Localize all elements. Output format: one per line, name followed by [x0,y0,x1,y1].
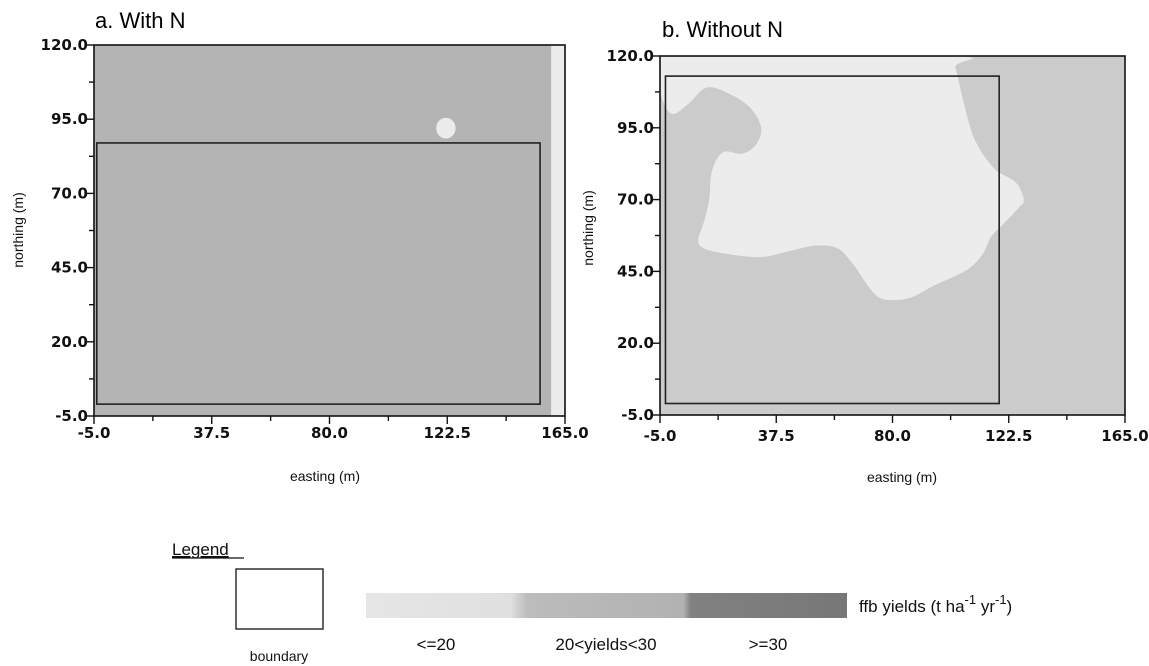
region-spot [436,117,456,139]
x-tick-label: 122.5 [424,424,471,442]
x-tick-label: 80.0 [874,427,911,445]
legend-colorbar [366,593,847,618]
panel-a-ticks [86,44,566,424]
region-low-yield [660,56,1024,301]
y-tick-label: 95.0 [51,110,88,128]
legend: Legend boundary ffb yields (t ha-1 yr-1)… [172,540,1012,664]
panel-a: a. With N -5.0 37.5 80.0 122.5 165.0 -5.0 20.… [10,8,589,484]
panel-a-background [94,45,565,416]
y-tick-label: 70.0 [51,184,88,202]
panel-a-y-tick-labels: -5.0 20.0 45.0 70.0 95.0 120.0 [41,36,88,425]
x-tick-label: 37.5 [193,424,230,442]
panel-a-regions [436,45,565,416]
x-tick-label: 122.5 [985,427,1032,445]
panel-b: b. Without N -5.0 37.5 80.0 122.5 165.0 -5.0… [580,17,1149,485]
panel-a-title: a. With N [95,8,185,33]
y-tick-label: 20.0 [617,334,654,352]
panel-b-regions [660,56,1024,301]
x-tick-label: 37.5 [758,427,795,445]
y-tick-label: 120.0 [607,47,654,65]
y-tick-label: 45.0 [617,262,654,280]
legend-class-low-label: <=20 [417,635,456,654]
legend-colorbar-label: ffb yields (t ha-1 yr-1) [859,592,1012,616]
y-tick-label: 70.0 [617,191,654,209]
panel-b-x-tick-labels: -5.0 37.5 80.0 122.5 165.0 [644,427,1149,445]
panel-b-y-tick-labels: -5.0 20.0 45.0 70.0 95.0 120.0 [607,47,654,424]
y-tick-label: 45.0 [51,259,88,277]
x-tick-label: 80.0 [311,424,348,442]
panel-a-x-axis-label: easting (m) [290,468,360,484]
panel-b-title: b. Without N [662,17,783,42]
x-tick-label: 165.0 [541,424,588,442]
panel-b-boundary [664,75,1000,405]
legend-boundary-label: boundary [250,648,308,664]
panel-b-x-axis-label: easting (m) [867,469,937,485]
region-strip [551,45,565,416]
y-tick-label: -5.0 [55,407,88,425]
x-tick-label: -5.0 [644,427,677,445]
panel-b-ticks [652,55,1126,423]
y-tick-label: 120.0 [41,36,88,54]
legend-boundary-swatch [235,568,324,630]
x-tick-label: 165.0 [1101,427,1148,445]
legend-title: Legend [172,540,229,559]
legend-class-mid-label: 20<yields<30 [555,635,656,654]
legend-class-high-label: >=30 [749,635,788,654]
y-tick-label: 95.0 [617,119,654,137]
x-tick-label: -5.0 [78,424,111,442]
panel-b-y-axis-label: northing (m) [580,190,596,265]
panel-a-boundary [95,142,541,405]
panel-a-y-axis-label: northing (m) [10,192,26,267]
y-tick-label: 20.0 [51,333,88,351]
y-tick-label: -5.0 [621,406,654,424]
panel-a-x-tick-labels: -5.0 37.5 80.0 122.5 165.0 [78,424,589,442]
